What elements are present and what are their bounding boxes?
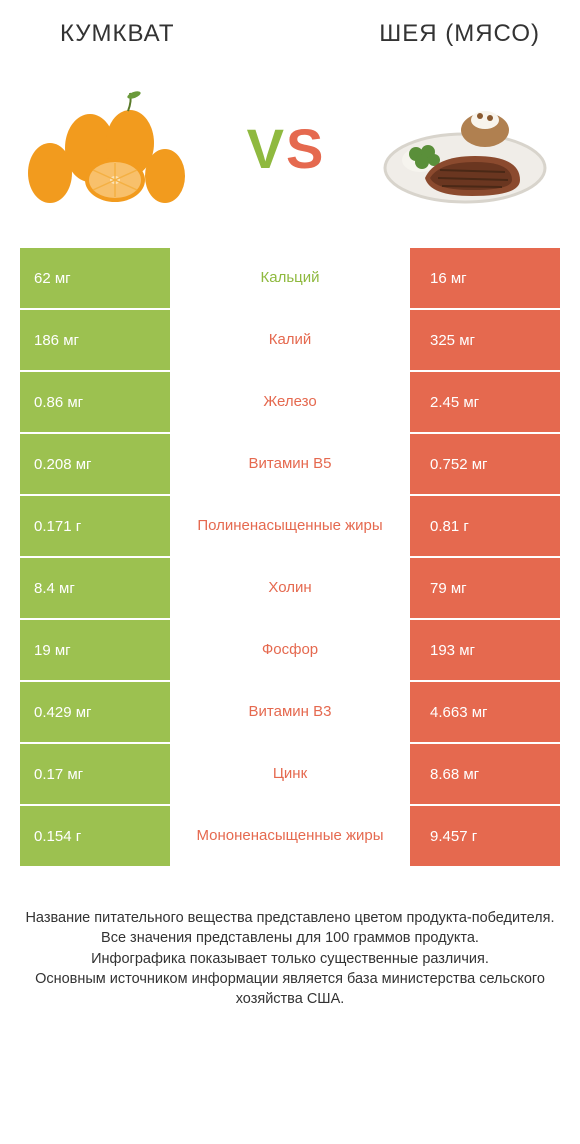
table-row: 0.171 гПолиненасыщенные жиры0.81 г <box>20 496 560 558</box>
cell-left-value: 0.17 мг <box>20 744 170 804</box>
cell-left-value: 0.86 мг <box>20 372 170 432</box>
cell-nutrient-name: Полиненасыщенные жиры <box>170 496 410 556</box>
table-row: 19 мгФосфор193 мг <box>20 620 560 682</box>
footer-line: Название питательного вещества представл… <box>24 908 556 928</box>
table-row: 62 мгКальций16 мг <box>20 248 560 310</box>
cell-nutrient-name: Мононенасыщенные жиры <box>170 806 410 866</box>
table-row: 0.86 мгЖелезо2.45 мг <box>20 372 560 434</box>
cell-left-value: 0.429 мг <box>20 682 170 742</box>
cell-left-value: 0.208 мг <box>20 434 170 494</box>
table-row: 8.4 мгХолин79 мг <box>20 558 560 620</box>
table-row: 0.429 мгВитамин B34.663 мг <box>20 682 560 744</box>
images-row: VS <box>0 48 580 248</box>
cell-left-value: 186 мг <box>20 310 170 370</box>
title-right: ШЕЯ (МЯСО) <box>379 20 540 48</box>
titles-row: КУМКВАТ ШЕЯ (МЯСО) <box>0 0 580 48</box>
cell-left-value: 8.4 мг <box>20 558 170 618</box>
cell-left-value: 62 мг <box>20 248 170 308</box>
cell-nutrient-name: Фосфор <box>170 620 410 680</box>
cell-right-value: 2.45 мг <box>410 372 560 432</box>
comparison-table: 62 мгКальций16 мг186 мгКалий325 мг0.86 м… <box>0 248 580 868</box>
cell-nutrient-name: Железо <box>170 372 410 432</box>
table-row: 0.208 мгВитамин B50.752 мг <box>20 434 560 496</box>
cell-left-value: 19 мг <box>20 620 170 680</box>
cell-right-value: 16 мг <box>410 248 560 308</box>
vs-s: S <box>286 116 323 181</box>
cell-right-value: 0.81 г <box>410 496 560 556</box>
cell-right-value: 4.663 мг <box>410 682 560 742</box>
title-left: КУМКВАТ <box>60 20 174 48</box>
cell-right-value: 325 мг <box>410 310 560 370</box>
cell-right-value: 0.752 мг <box>410 434 560 494</box>
table-row: 186 мгКалий325 мг <box>20 310 560 372</box>
footer-line: Инфографика показывает только существенн… <box>24 949 556 969</box>
cell-nutrient-name: Калий <box>170 310 410 370</box>
footer-note: Название питательного вещества представл… <box>0 868 580 1009</box>
table-row: 0.154 гМононенасыщенные жиры9.457 г <box>20 806 560 868</box>
cell-left-value: 0.171 г <box>20 496 170 556</box>
cell-right-value: 193 мг <box>410 620 560 680</box>
cell-nutrient-name: Витамин B5 <box>170 434 410 494</box>
vs-v: V <box>247 116 284 181</box>
cell-nutrient-name: Холин <box>170 558 410 618</box>
cell-right-value: 9.457 г <box>410 806 560 866</box>
cell-right-value: 79 мг <box>410 558 560 618</box>
footer-line: Все значения представлены для 100 граммо… <box>24 928 556 948</box>
cell-nutrient-name: Витамин B3 <box>170 682 410 742</box>
footer-line: Основным источником информации является … <box>24 969 556 1010</box>
cell-nutrient-name: Кальций <box>170 248 410 308</box>
vs-label: VS <box>247 116 324 181</box>
meat-image <box>380 78 550 218</box>
cell-right-value: 8.68 мг <box>410 744 560 804</box>
cell-nutrient-name: Цинк <box>170 744 410 804</box>
table-row: 0.17 мгЦинк8.68 мг <box>20 744 560 806</box>
cell-left-value: 0.154 г <box>20 806 170 866</box>
kumquat-image <box>20 78 190 218</box>
